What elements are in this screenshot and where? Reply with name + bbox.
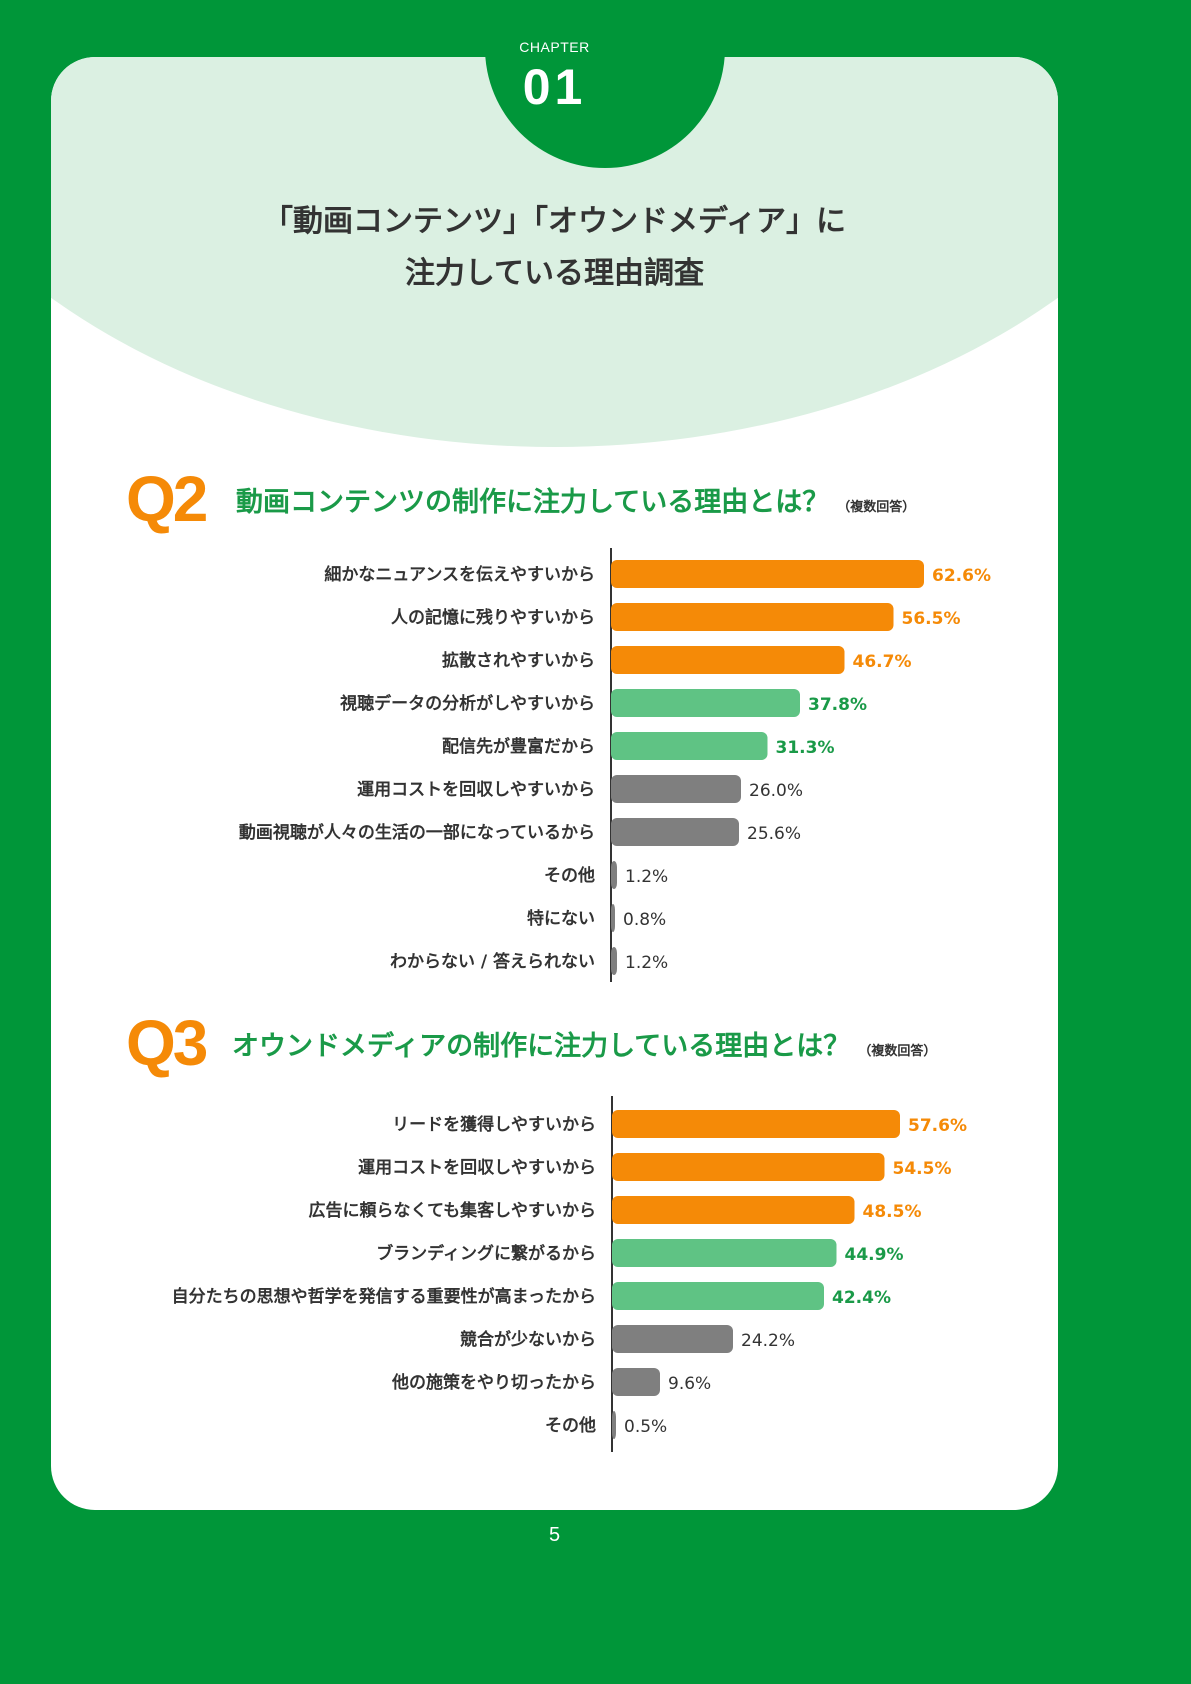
value-label: 24.2%: [741, 1331, 795, 1351]
q3-title: オウンドメディアの制作に注力している理由とは？ （複数回答）: [232, 1024, 936, 1063]
bar-1: [612, 1110, 900, 1138]
value-label: 9.6%: [668, 1374, 711, 1394]
category-label: わからない / 答えられない: [390, 951, 595, 972]
value-label: 54.5%: [893, 1159, 952, 1179]
value-label: 0.5%: [624, 1417, 667, 1437]
category-label: 他の施策をやり切ったから: [391, 1372, 596, 1393]
category-label: 広告に頼らなくても集客しやすいから: [309, 1200, 596, 1221]
bar-3: [611, 646, 845, 674]
bar-2: [611, 603, 894, 631]
category-label: リードを獲得しやすいから: [392, 1114, 596, 1135]
bar-1: [611, 560, 924, 588]
page-number: 5: [548, 1524, 561, 1546]
bar-4: [611, 689, 800, 717]
category-label: その他: [545, 1415, 596, 1436]
category-label: 細かなニュアンスを伝えやすいから: [324, 564, 595, 585]
q3-note: （複数回答）: [858, 1044, 937, 1059]
page-title-line2: 注力している理由調査: [404, 256, 705, 291]
category-label: ブランディングに繋がるから: [376, 1243, 596, 1264]
content-card: [51, 57, 1058, 1510]
value-label: 26.0%: [749, 781, 803, 801]
category-label: 動画視聴が人々の生活の一部になっているから: [239, 822, 595, 843]
bar-6: [611, 775, 741, 803]
bar-7: [612, 1368, 660, 1396]
category-label: 配信先が豊富だから: [442, 736, 595, 757]
bar-2: [612, 1153, 885, 1181]
value-label: 1.2%: [625, 953, 668, 973]
value-label: 44.9%: [845, 1245, 904, 1265]
value-label: 31.3%: [776, 738, 835, 758]
q2-title: 動画コンテンツの制作に注力している理由とは？ （複数回答）: [236, 480, 915, 519]
bar-5: [611, 732, 768, 760]
category-label: 拡散されやすいから: [442, 650, 595, 671]
bar-9: [611, 904, 615, 932]
category-label: 特にない: [527, 908, 595, 929]
chapter-number: 01: [522, 59, 587, 115]
bar-3: [612, 1196, 855, 1224]
value-label: 1.2%: [625, 867, 668, 887]
page-title-line1: 「動画コンテンツ」「オウンドメディア」に: [263, 204, 846, 239]
value-label: 37.8%: [808, 695, 867, 715]
value-label: 56.5%: [902, 609, 961, 629]
chapter-label: CHAPTER: [519, 39, 590, 55]
bar-8: [612, 1411, 616, 1439]
category-label: 競合が少ないから: [460, 1329, 596, 1350]
bar-7: [611, 818, 739, 846]
page-title: 「動画コンテンツ」「オウンドメディア」に 注力している理由調査: [0, 196, 1109, 300]
value-label: 46.7%: [853, 652, 912, 672]
q2-title-text: 動画コンテンツの制作に注力している理由とは？: [236, 487, 830, 518]
category-label: その他: [544, 865, 595, 886]
q2-label: Q2: [126, 463, 208, 535]
q3-title-text: オウンドメディアの制作に注力している理由とは？: [232, 1031, 851, 1062]
q3-label: Q3: [126, 1007, 208, 1079]
q3-bar-chart: リードを獲得しやすいから 57.6% 運用コストを回収しやすいから 54.5% 広告に頼…: [172, 1096, 967, 1452]
category-label: 人の記憶に残りやすいから: [391, 607, 595, 628]
q2-bar-chart: 細かなニュアンスを伝えやすいから 62.6% 人の記憶に残りやすいから 56.5% 拡散…: [239, 548, 991, 982]
category-label: 運用コストを回収しやすいから: [357, 780, 595, 800]
bar-6: [612, 1325, 733, 1353]
value-label: 48.5%: [863, 1202, 922, 1222]
q2-note: （複数回答）: [837, 500, 916, 515]
bar-10: [611, 947, 617, 975]
value-label: 0.8%: [623, 910, 666, 930]
category-label: 自分たちの思想や哲学を発信する重要性が高まったから: [172, 1286, 596, 1307]
value-label: 25.6%: [747, 824, 801, 844]
bar-8: [611, 861, 617, 889]
value-label: 57.6%: [908, 1116, 967, 1136]
bar-4: [612, 1239, 837, 1267]
category-label: 視聴データの分析がしやすいから: [339, 693, 595, 714]
value-label: 42.4%: [832, 1288, 891, 1308]
value-label: 62.6%: [932, 566, 991, 586]
category-label: 運用コストを回収しやすいから: [358, 1158, 596, 1178]
bar-5: [612, 1282, 824, 1310]
